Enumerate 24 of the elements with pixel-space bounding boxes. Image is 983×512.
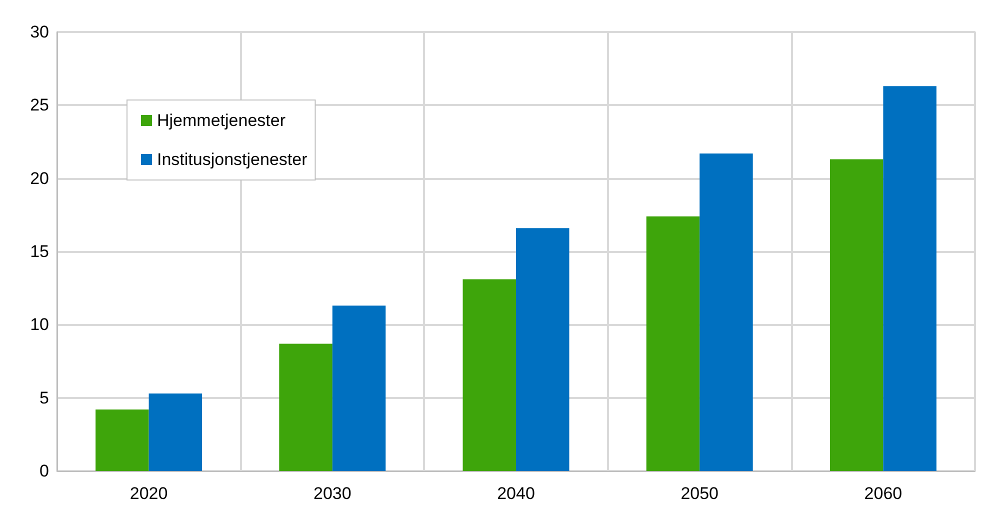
bar (462, 279, 516, 471)
x-tick-label: 2040 (497, 484, 535, 503)
x-tick-label: 2020 (130, 484, 168, 503)
bar (883, 86, 936, 471)
x-tick-label: 2050 (680, 484, 719, 503)
y-tick-label: 0 (40, 462, 49, 480)
bar (516, 228, 570, 471)
y-tick-label: 20 (30, 168, 49, 188)
x-tick-label: 2060 (864, 484, 902, 503)
bar (646, 216, 700, 471)
bar (700, 153, 753, 471)
x-tick-label: 2030 (313, 484, 352, 503)
bar (830, 159, 884, 471)
y-tick-label: 25 (30, 96, 49, 115)
legend-label: Hjemmetjenester (157, 111, 286, 130)
y-tick-label: 15 (30, 242, 49, 261)
legend-label: Institusjonstjenester (157, 150, 308, 169)
y-tick-label: 5 (40, 388, 49, 408)
y-tick-label: 30 (30, 22, 49, 42)
bar (279, 344, 332, 471)
bar (332, 306, 386, 471)
bar (96, 410, 149, 471)
bar (148, 393, 202, 471)
y-tick-label: 10 (30, 315, 49, 334)
